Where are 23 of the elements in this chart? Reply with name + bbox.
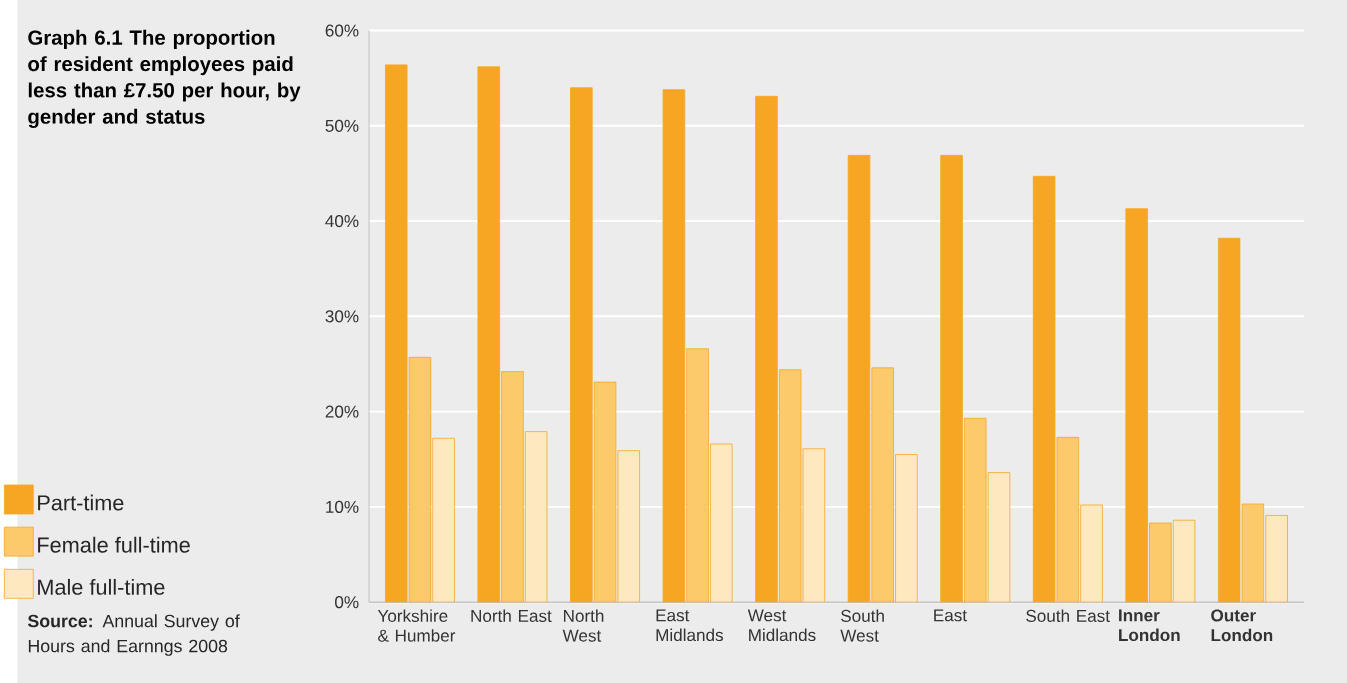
x-tick-label: Outer London: [1211, 609, 1273, 642]
x-tick-label: East: [934, 609, 967, 622]
y-tick-label: 20%: [325, 405, 359, 418]
legend-label: Male full-time: [38, 578, 165, 595]
y-tick-label: 60%: [325, 24, 359, 37]
y-tick-label: 40%: [325, 214, 359, 228]
legend-label: Female full-time: [38, 536, 190, 553]
x-tick-label: Inner London: [1119, 609, 1180, 642]
text: Source: Annual Survey of Hours and Earnngs 2008: [27, 614, 240, 656]
text: Graph 6.1 The proportion of resident employees paid less than £7.50 per hour, by gender and status: [28, 29, 301, 128]
x-tick-label: West Midlands: [747, 609, 816, 642]
x-tick-label: North West: [562, 609, 604, 642]
bar: [432, 437, 455, 603]
x-tick-label: North East: [471, 609, 552, 622]
legend-label: Part-time: [38, 494, 124, 511]
y-tick-label: 50%: [325, 119, 359, 132]
x-tick-label: South East: [1026, 609, 1110, 622]
x-tick-label: South West: [840, 609, 884, 642]
x-tick-label: Yorkshire & Humber: [377, 609, 456, 642]
y-tick-label: 30%: [325, 310, 359, 323]
x-tick-label: East Midlands: [656, 609, 723, 642]
y-tick-label: 0%: [335, 596, 359, 609]
y-tick-label: 10%: [326, 500, 359, 513]
